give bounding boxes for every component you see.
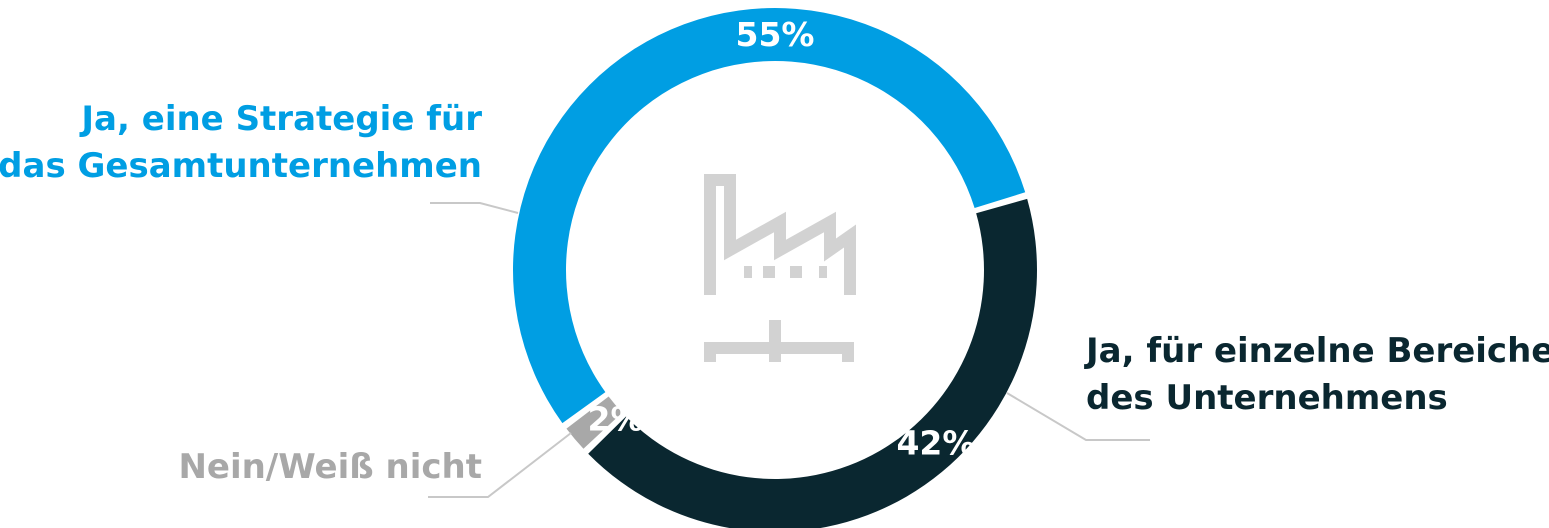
- category-label-nein-wei-nicht: Nein/Weiß nicht: [178, 447, 482, 487]
- leader-line-bereiche: [1006, 392, 1150, 441]
- leader-lines: [428, 202, 1150, 498]
- category-label-ja-eine-strategie-f-r-das-gesamtunternehmen: Ja, eine Strategie für das Gesamtunterneh…: [0, 99, 482, 186]
- factory-icon: [704, 174, 856, 362]
- slice-ja-eine-strategie-f-r-das-gesamtunternehmen: [513, 7, 1026, 424]
- value-labels: 55% 42% 2%: [588, 15, 976, 463]
- slice-nein-wei-nicht: [566, 396, 623, 449]
- value-label-nein-wei-nicht: 2%: [588, 400, 644, 439]
- category-labels: Ja, eine Strategie für das Gesamtunterneh…: [0, 99, 1549, 487]
- donut-slices: [513, 7, 1037, 528]
- slice-ja-f-r-einzelne-bereiche-des-unternehmens: [588, 198, 1037, 528]
- category-label-ja-f-r-einzelne-bereiche-des-unternehmens: Ja, für einzelne Bereiche des Unternehmen…: [1084, 331, 1549, 418]
- leader-line-gesamt: [430, 202, 519, 214]
- value-label-ja-f-r-einzelne-bereiche-des-unternehmens: 42%: [896, 424, 975, 463]
- value-label-ja-eine-strategie-f-r-das-gesamtunternehmen: 55%: [736, 15, 815, 54]
- leader-line-nein: [428, 432, 572, 498]
